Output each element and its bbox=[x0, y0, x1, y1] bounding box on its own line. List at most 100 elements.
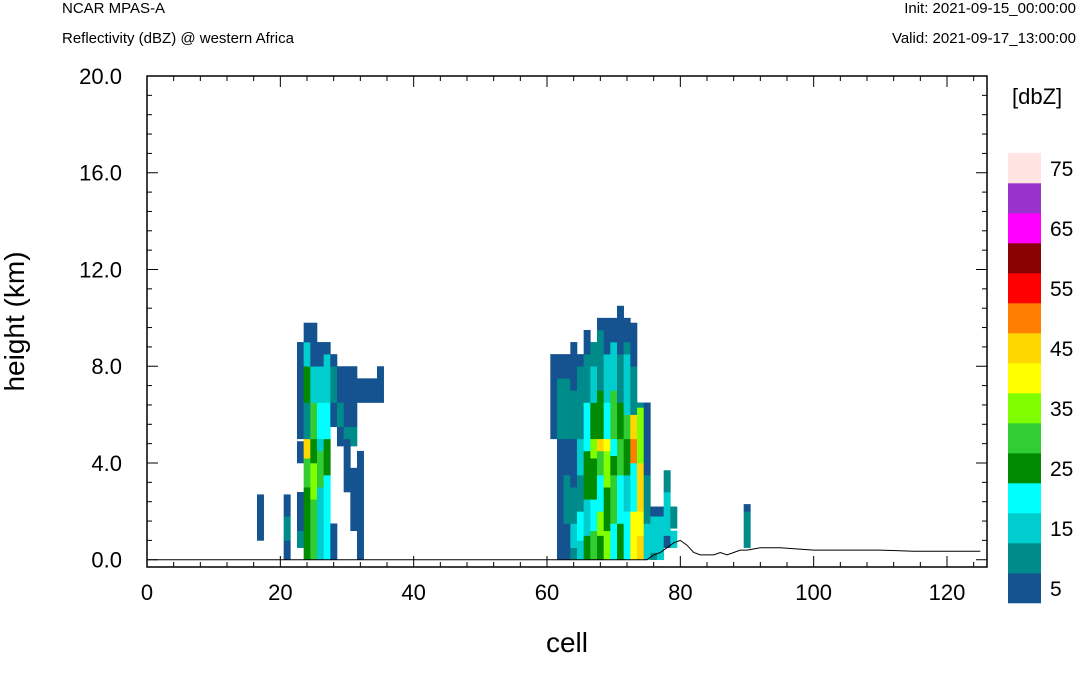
y-axis-label: height (km) bbox=[0, 251, 30, 391]
x-axis-label: cell bbox=[546, 627, 588, 658]
reflectivity-cell bbox=[357, 450, 364, 561]
colorbar-swatch bbox=[1008, 363, 1041, 394]
reflectivity-cell bbox=[570, 438, 578, 488]
reflectivity-cell bbox=[283, 540, 291, 561]
reflectivity-cell bbox=[343, 426, 351, 440]
reflectivity-cell bbox=[590, 342, 598, 367]
colorbar-tick-label: 35 bbox=[1050, 398, 1073, 421]
colorbar-swatch bbox=[1008, 543, 1041, 574]
reflectivity-cell bbox=[297, 530, 304, 548]
reflectivity-cell bbox=[643, 438, 651, 476]
reflectivity-cell bbox=[337, 402, 344, 428]
reflectivity-cell bbox=[323, 475, 331, 561]
reflectivity-cell bbox=[363, 378, 371, 403]
reflectivity-cell bbox=[590, 530, 598, 561]
x-tick-label: 0 bbox=[141, 580, 153, 605]
reflectivity-cell bbox=[583, 450, 591, 500]
reflectivity-cell bbox=[650, 552, 658, 561]
reflectivity-cell bbox=[617, 402, 624, 440]
reflectivity-cell bbox=[297, 441, 304, 464]
x-tick-label: 80 bbox=[668, 580, 692, 605]
reflectivity-cell bbox=[610, 523, 618, 561]
reflectivity-cell bbox=[670, 506, 678, 529]
colorbar-swatch bbox=[1008, 393, 1041, 424]
reflectivity-cell bbox=[343, 366, 351, 428]
terrain-line bbox=[147, 539, 981, 561]
reflectivity-cell bbox=[317, 366, 324, 403]
reflectivity-cell bbox=[577, 438, 584, 476]
x-tick-label: 40 bbox=[401, 580, 425, 605]
reflectivity-cell bbox=[617, 305, 624, 355]
reflectivity-cell bbox=[317, 450, 324, 488]
reflectivity-cell bbox=[577, 511, 584, 541]
reflectivity-cell bbox=[617, 438, 624, 476]
reflectivity-cell bbox=[610, 390, 618, 440]
colorbar-swatch bbox=[1008, 153, 1041, 184]
reflectivity-cell bbox=[303, 458, 311, 488]
reflectivity-cell bbox=[310, 499, 318, 561]
reflectivity-cell bbox=[603, 402, 611, 440]
reflectivity-cell bbox=[577, 475, 584, 512]
reflectivity-cell bbox=[623, 438, 631, 476]
colorbar-tick-label: 25 bbox=[1050, 458, 1073, 481]
reflectivity-cell bbox=[597, 329, 604, 391]
reflectivity-cell bbox=[643, 523, 651, 561]
reflectivity-cell bbox=[590, 499, 598, 532]
reflectivity-cell bbox=[350, 426, 358, 447]
reflectivity-cell bbox=[597, 450, 604, 476]
colorbar-unit-label: [dbZ] bbox=[1012, 84, 1062, 109]
reflectivity-cell bbox=[343, 438, 351, 493]
reflectivity-cell bbox=[623, 414, 631, 440]
colorbar-tick-label: 45 bbox=[1050, 338, 1073, 361]
reflectivity-cell bbox=[330, 523, 338, 561]
reflectivity-cell bbox=[550, 354, 558, 440]
chart-header-subtitle: Reflectivity (dBZ) @ western Africa bbox=[62, 30, 294, 47]
colorbar-swatch bbox=[1008, 423, 1041, 454]
chart-header-title: NCAR MPAS-A bbox=[62, 0, 166, 17]
reflectivity-cell bbox=[657, 516, 664, 548]
reflectivity-cell bbox=[310, 322, 318, 367]
reflectivity-cell bbox=[583, 402, 591, 452]
reflectivity-cell bbox=[597, 475, 604, 512]
reflectivity-cell bbox=[597, 317, 604, 331]
reflectivity-cell bbox=[610, 317, 618, 343]
reflectivity-cell bbox=[663, 492, 671, 536]
reflectivity-cell bbox=[563, 475, 571, 524]
reflectivity-cell bbox=[590, 438, 598, 459]
colorbar-swatch bbox=[1008, 453, 1041, 484]
colorbar-tick-label: 55 bbox=[1050, 278, 1073, 301]
reflectivity-cell bbox=[570, 523, 578, 548]
x-tick-label: 20 bbox=[268, 580, 292, 605]
reflectivity-cell bbox=[657, 547, 664, 561]
reflectivity-cell bbox=[583, 354, 591, 403]
colorbar-tick-label: 15 bbox=[1050, 518, 1073, 541]
y-tick-label: 4.0 bbox=[91, 451, 122, 476]
reflectivity-cell bbox=[663, 470, 671, 493]
x-tick-label: 120 bbox=[929, 580, 966, 605]
colorbar-swatch bbox=[1008, 243, 1041, 274]
colorbar-tick-label: 5 bbox=[1050, 578, 1062, 601]
reflectivity-cell bbox=[603, 530, 611, 561]
reflectivity-cell bbox=[570, 547, 578, 561]
reflectivity-cell bbox=[623, 475, 631, 512]
reflectivity-cell bbox=[330, 366, 338, 403]
reflectivity-cell bbox=[617, 354, 624, 403]
reflectivity-cell bbox=[637, 535, 644, 561]
colorbar-swatch bbox=[1008, 573, 1041, 604]
chart-header-valid-time: Valid: 2021-09-17_13:00:00 bbox=[891, 30, 1076, 47]
reflectivity-cell bbox=[590, 458, 598, 500]
reflectivity-cell bbox=[610, 475, 618, 524]
reflectivity-cell bbox=[630, 511, 638, 561]
colorbar-swatch bbox=[1008, 333, 1041, 364]
reflectivity-cell bbox=[577, 354, 584, 367]
reflectivity-cell bbox=[623, 342, 631, 355]
reflectivity-cell bbox=[617, 475, 624, 524]
reflectivity-cell bbox=[663, 535, 671, 548]
reflectivity-cell bbox=[610, 455, 618, 476]
reflectivity-cell bbox=[323, 342, 331, 355]
reflectivity-cell bbox=[297, 492, 304, 532]
reflectivity-cell bbox=[317, 402, 324, 440]
reflectivity-cell bbox=[597, 511, 604, 536]
reflectivity-cell bbox=[603, 450, 611, 488]
colorbar-swatch bbox=[1008, 303, 1041, 334]
